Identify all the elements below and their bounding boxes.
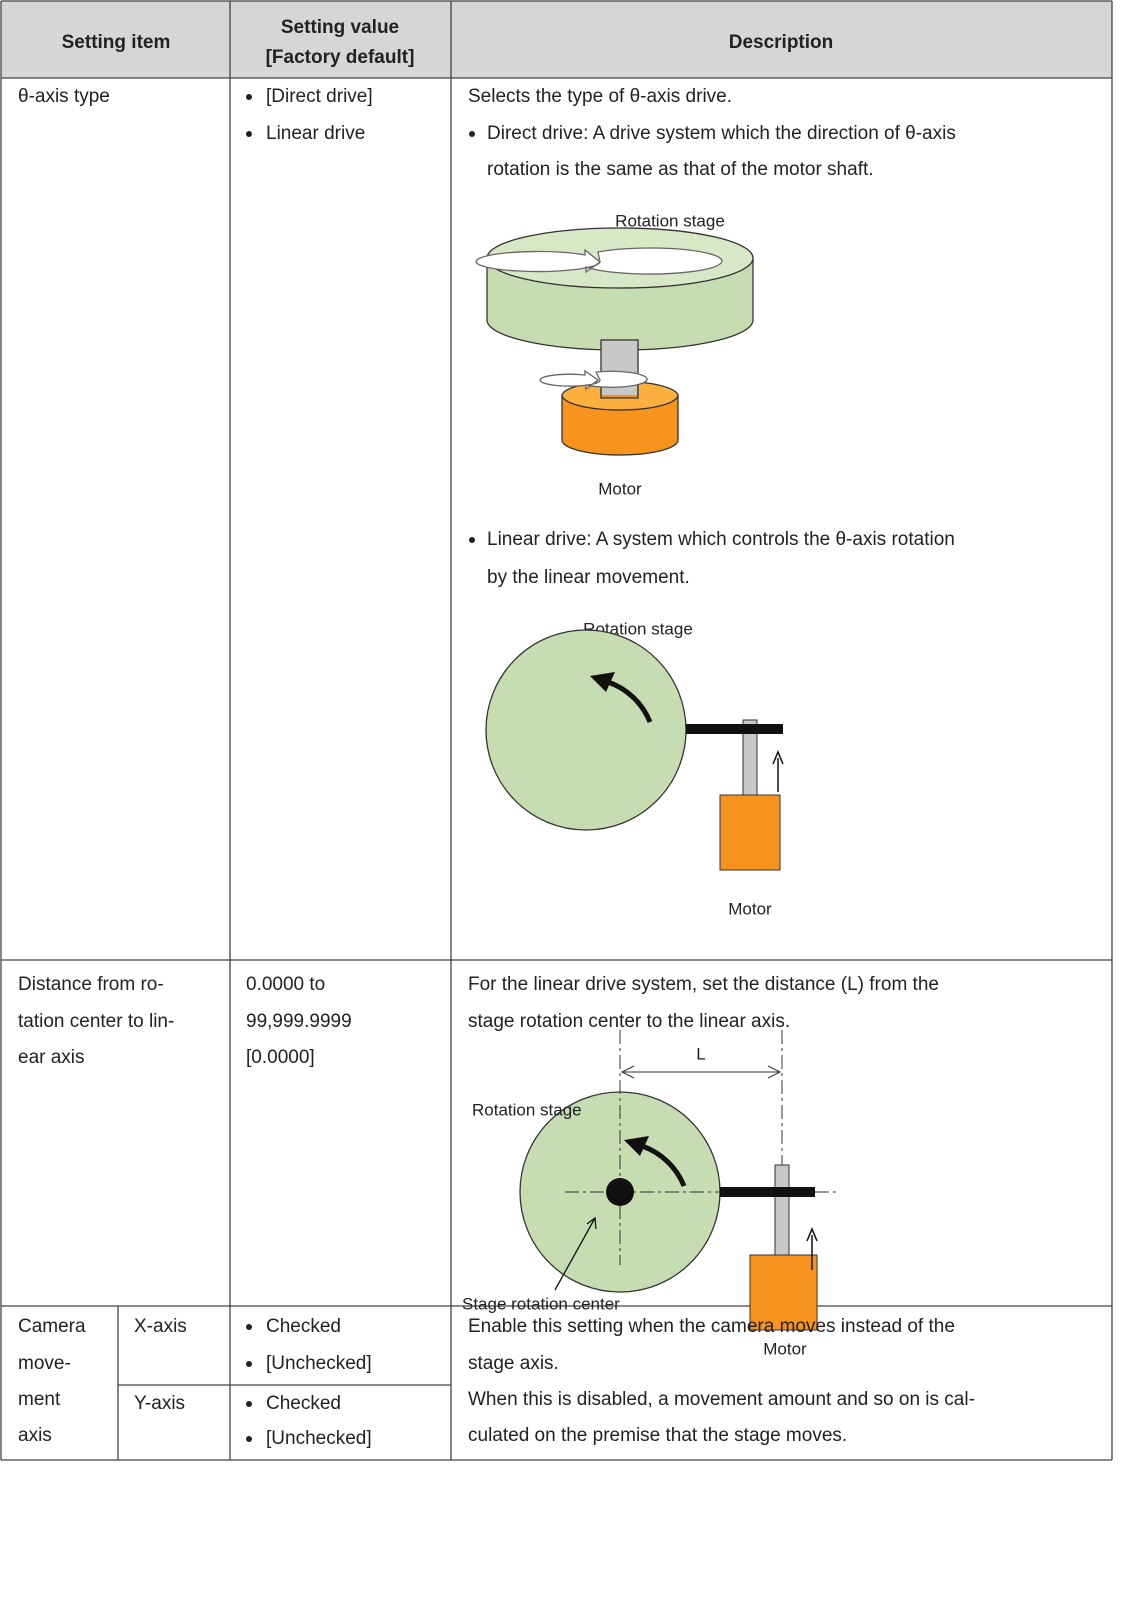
header-cell: Setting item: [62, 32, 171, 53]
description: Selects the type of θ-axis drive.: [468, 86, 732, 107]
header-cell: Description: [729, 32, 834, 53]
direct-drive-figure: [475, 227, 754, 456]
value: Checked: [266, 1393, 341, 1414]
sub-item: Y-axis: [134, 1393, 185, 1414]
item: axis: [18, 1425, 52, 1446]
description: Linear drive: A system which controls th…: [487, 529, 955, 550]
description: Direct drive: A drive system which the d…: [487, 123, 956, 144]
item: move-: [18, 1353, 71, 1374]
description: by the linear movement.: [487, 567, 690, 588]
borders: [0, 0, 1113, 1461]
sub-item: X-axis: [134, 1316, 187, 1337]
figure-label: Motor: [598, 479, 642, 498]
figure-label: Stage rotation center: [462, 1294, 620, 1313]
description: Enable this setting when the camera move…: [468, 1316, 955, 1337]
value: 0.0000 to: [246, 974, 325, 995]
header-cell: [Factory default]: [266, 47, 415, 68]
figure-label: Rotation stage: [615, 211, 725, 230]
value: [Unchecked]: [266, 1428, 372, 1449]
value: [Unchecked]: [266, 1353, 372, 1374]
figure-label: Motor: [728, 899, 772, 918]
description: rotation is the same as that of the moto…: [487, 159, 874, 180]
figure-label: Motor: [763, 1339, 807, 1358]
item: ment: [18, 1389, 61, 1410]
distance-figure: [519, 1030, 840, 1331]
value: 99,999.9999: [246, 1011, 352, 1032]
description: stage rotation center to the linear axis…: [468, 1011, 790, 1032]
item: θ-axis type: [18, 86, 110, 107]
description: culated on the premise that the stage mo…: [468, 1425, 847, 1446]
item: Distance from ro-: [18, 974, 164, 995]
value: [Direct drive]: [266, 86, 373, 107]
description: stage axis.: [468, 1353, 559, 1374]
item: Camera: [18, 1316, 86, 1337]
value: [0.0000]: [246, 1047, 315, 1068]
figure-label: L: [696, 1044, 705, 1063]
header-cell: Setting value: [281, 17, 399, 38]
figure-label: Rotation stage: [472, 1100, 582, 1119]
description: When this is disabled, a movement amount…: [468, 1389, 975, 1410]
value: Linear drive: [266, 123, 365, 144]
linear-drive-figure: [485, 629, 784, 871]
item: tation center to lin-: [18, 1011, 174, 1032]
item: ear axis: [18, 1047, 85, 1068]
value: Checked: [266, 1316, 341, 1337]
header-bg: [1, 1, 1112, 78]
description: For the linear drive system, set the dis…: [468, 974, 939, 995]
